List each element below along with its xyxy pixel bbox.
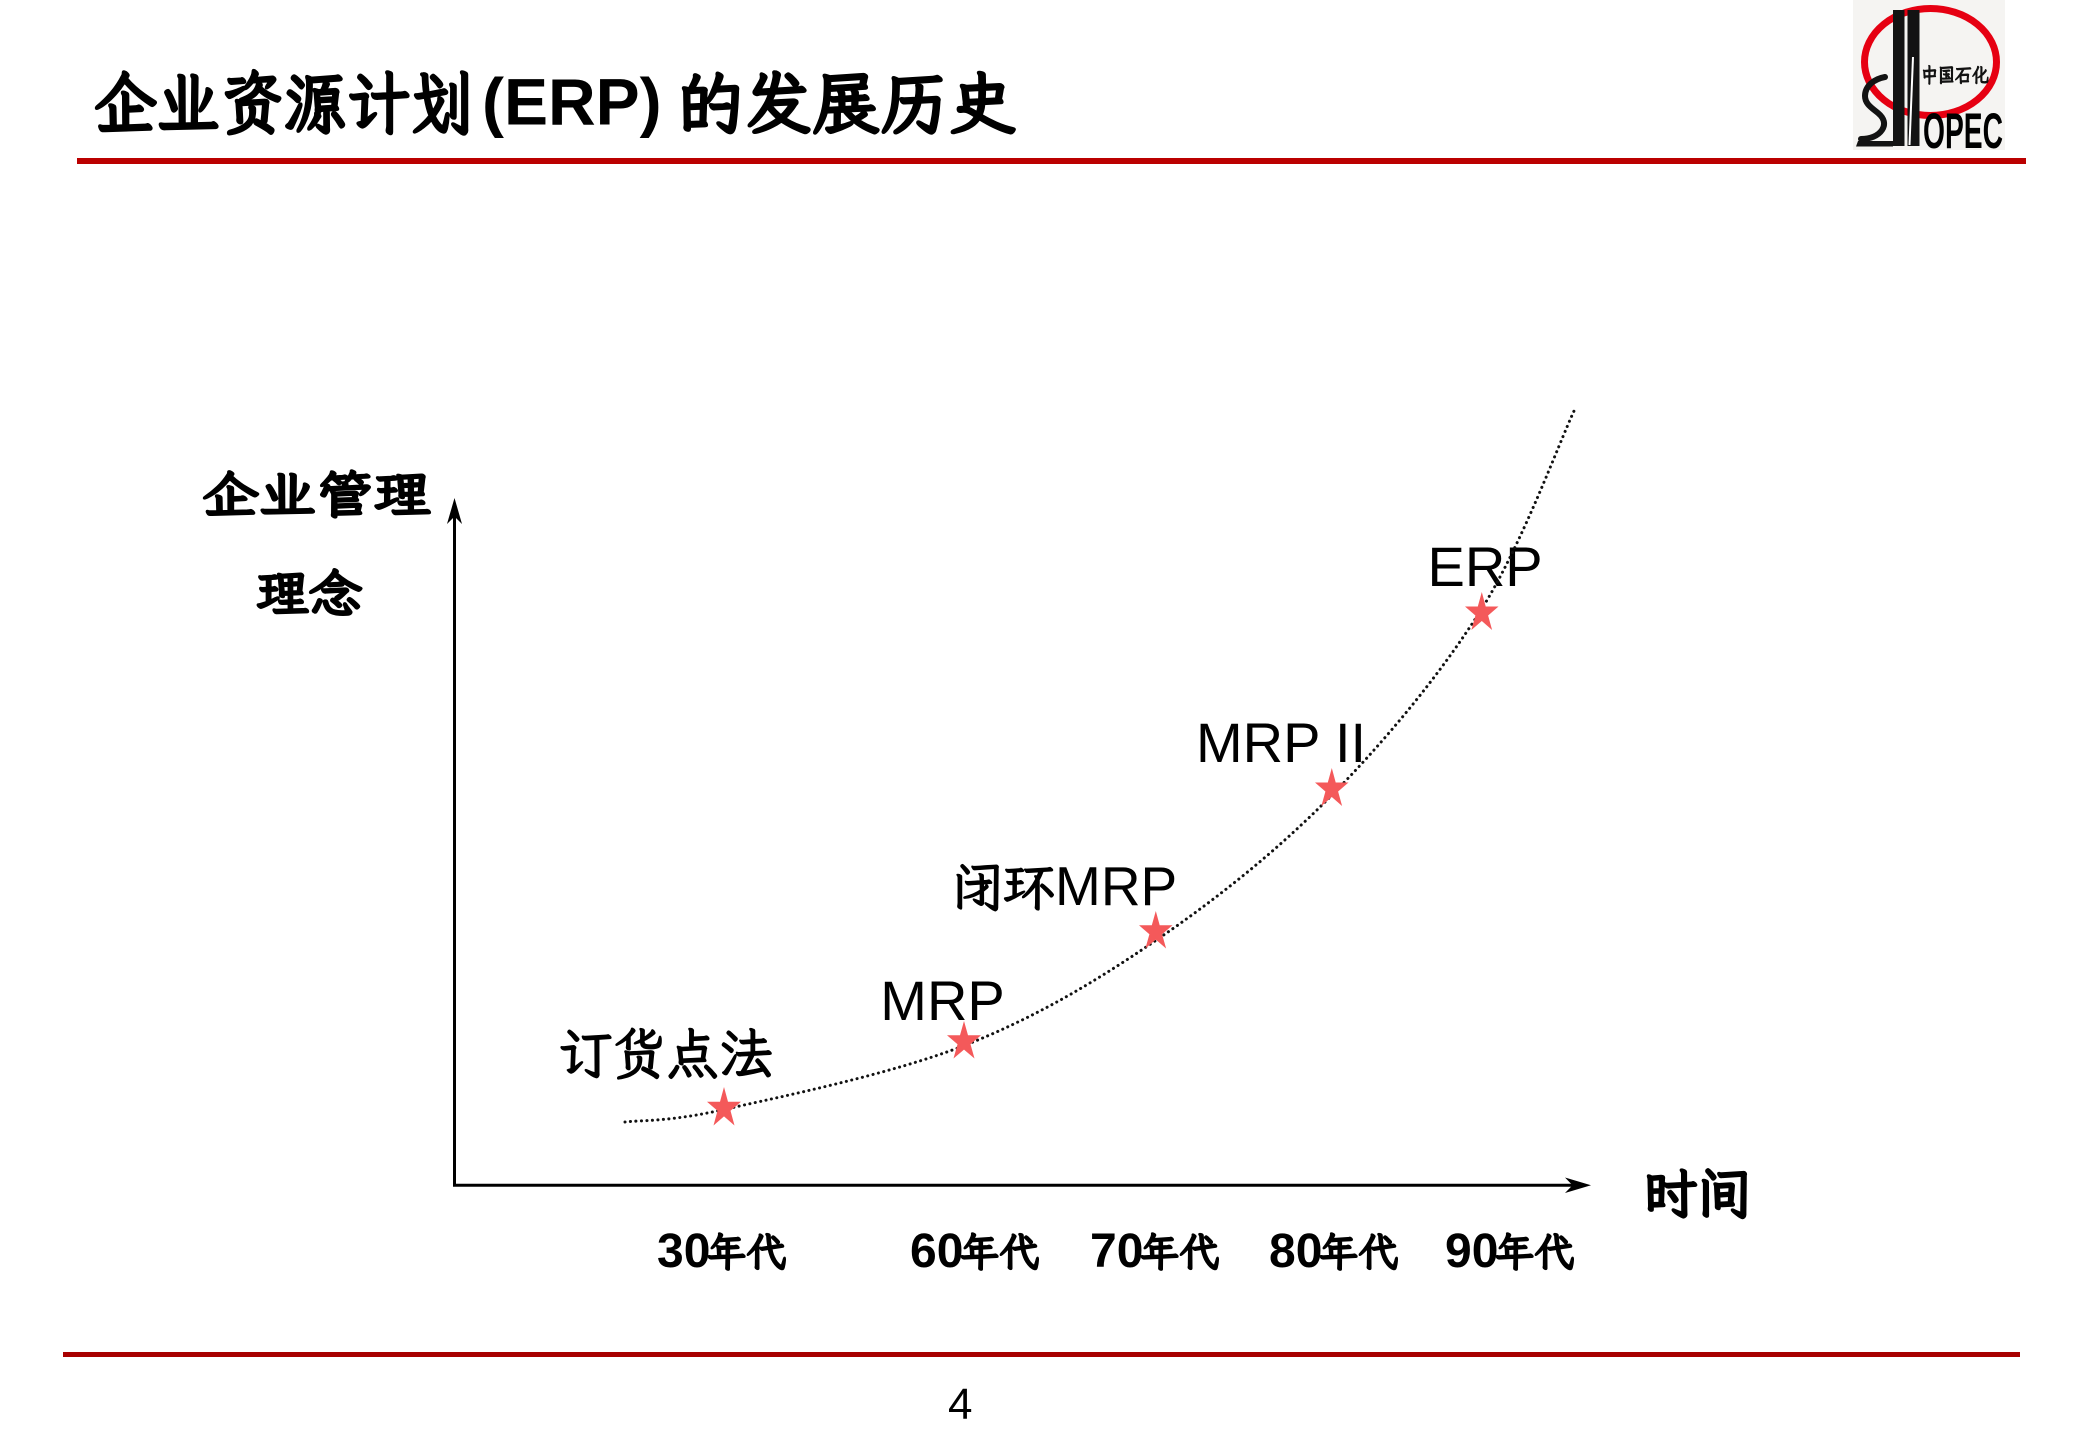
svg-text:OPEC: OPEC xyxy=(1923,103,2003,159)
svg-text:70: 70 xyxy=(1090,1225,1143,1278)
svg-text:80: 80 xyxy=(1269,1225,1322,1278)
svg-text:ERP: ERP xyxy=(1428,535,1543,598)
svg-text:(ERP): (ERP) xyxy=(482,65,662,139)
svg-text:90: 90 xyxy=(1445,1225,1498,1278)
svg-text:30: 30 xyxy=(657,1225,710,1278)
svg-text:MRP: MRP xyxy=(1055,855,1177,917)
svg-text:4: 4 xyxy=(948,1380,972,1429)
svg-text:MRP II: MRP II xyxy=(1196,711,1366,774)
svg-text:60: 60 xyxy=(910,1225,963,1278)
svg-text:MRP: MRP xyxy=(880,969,1004,1032)
